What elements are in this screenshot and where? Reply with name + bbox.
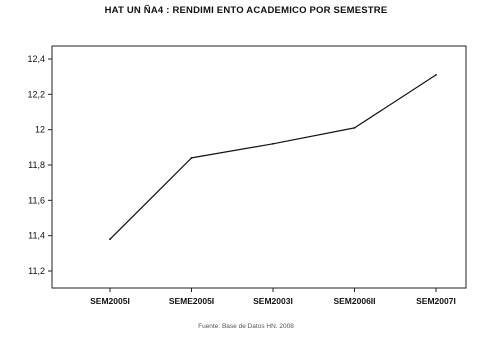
y-tick-label: 12 xyxy=(35,125,45,135)
plot-frame xyxy=(51,45,467,289)
y-tick-label: 11,4 xyxy=(28,231,45,241)
x-category-label: SEM2007I xyxy=(416,296,456,306)
series-line xyxy=(109,74,437,240)
y-tick-label: 12,4 xyxy=(27,54,45,64)
y-tick-label: 12,2 xyxy=(27,89,45,99)
chart-source-note: Fuente: Base de Datos HN. 2008 xyxy=(198,323,294,330)
y-tick-label: 11,6 xyxy=(28,195,45,205)
y-tick-label: 11,2 xyxy=(28,266,45,276)
x-category-label: SEM2006II xyxy=(333,296,375,306)
chart-title: HAT UN ÑA4 : RENDIMI ENTO ACADEMICO POR … xyxy=(104,5,388,16)
x-category-label: SEME2005I xyxy=(169,296,214,306)
y-tick-label: 11,8 xyxy=(28,160,45,170)
x-category-label: SEM2003I xyxy=(253,296,293,306)
data-point xyxy=(190,157,193,159)
data-point xyxy=(435,74,437,76)
data-point xyxy=(272,142,274,145)
x-category-label: SEM2005I xyxy=(90,296,130,306)
data-point xyxy=(109,238,111,241)
data-point xyxy=(353,127,356,129)
